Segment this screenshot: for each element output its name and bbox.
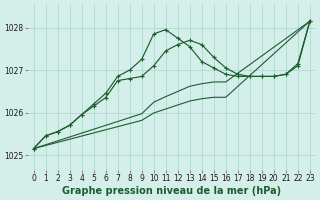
- X-axis label: Graphe pression niveau de la mer (hPa): Graphe pression niveau de la mer (hPa): [62, 186, 281, 196]
